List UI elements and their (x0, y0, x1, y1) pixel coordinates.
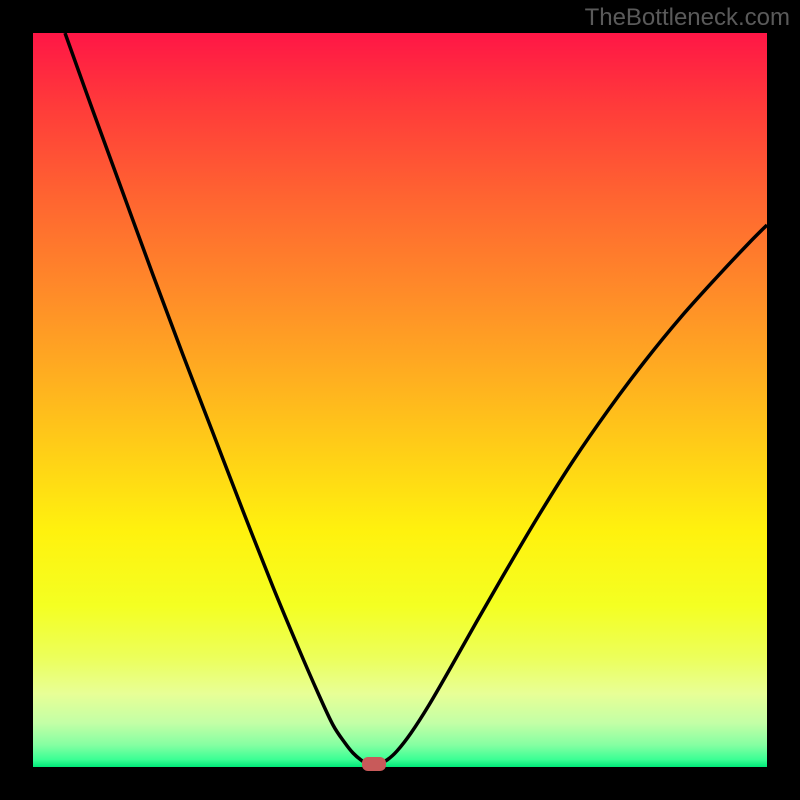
bottleneck-curve (33, 33, 767, 767)
chart-container: TheBottleneck.com (0, 0, 800, 800)
optimal-marker (362, 757, 386, 771)
plot-area (33, 33, 767, 767)
watermark-text: TheBottleneck.com (585, 4, 790, 32)
